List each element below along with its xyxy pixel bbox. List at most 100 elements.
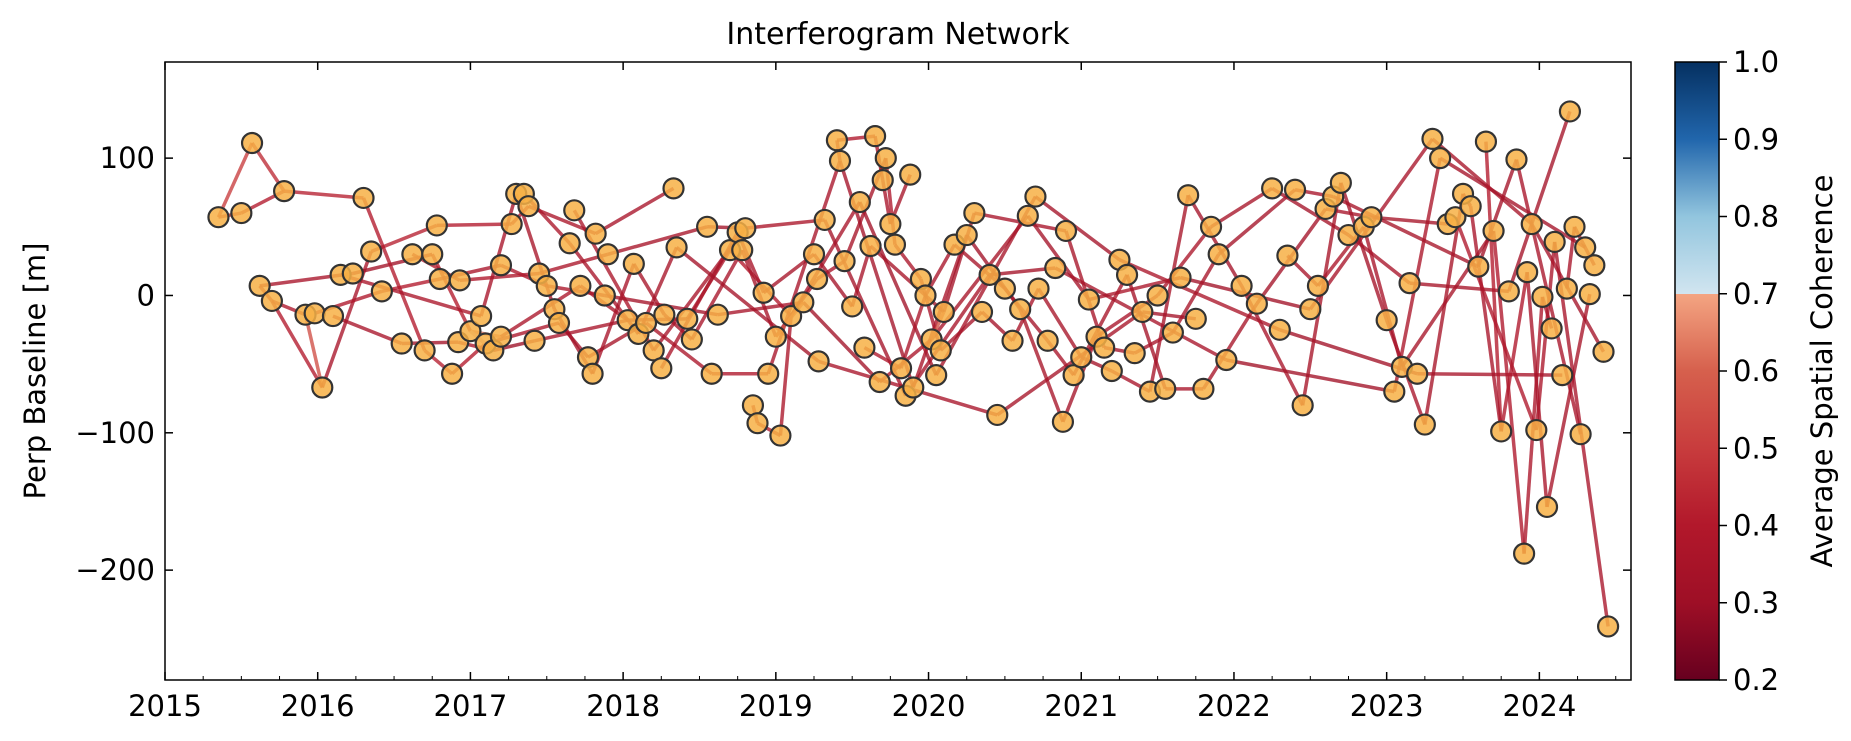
- acquisition-point: [1513, 542, 1536, 565]
- acquisition-point: [764, 325, 787, 348]
- colorbar-tick-label: 0.2: [1733, 663, 1779, 697]
- colorbar-tick-label: 1.0: [1733, 45, 1779, 79]
- interferogram-edge: [1018, 308, 1065, 423]
- interferogram-edge: [430, 253, 472, 332]
- acquisition-point: [757, 362, 780, 385]
- acquisition-point: [1583, 254, 1606, 277]
- acquisition-point: [584, 222, 607, 245]
- acquisition-point: [889, 357, 913, 380]
- acquisition-point: [321, 304, 345, 328]
- interferogram-edge: [690, 249, 744, 341]
- interferogram-edge: [1499, 271, 1529, 432]
- acquisition-point: [700, 362, 723, 385]
- acquisition-point: [970, 300, 994, 324]
- interferogram-edge: [1125, 274, 1167, 390]
- acquisition-point: [1413, 413, 1436, 436]
- interferogram-edge: [802, 301, 881, 384]
- acquisition-point: [1131, 300, 1154, 324]
- acquisition-point: [833, 250, 856, 273]
- acquisition-point: [914, 284, 937, 307]
- acquisition-point: [696, 215, 719, 238]
- acquisition-point: [780, 304, 803, 328]
- colorbar: [1674, 61, 1720, 681]
- acquisition-point: [260, 289, 283, 313]
- acquisition-point: [825, 129, 849, 152]
- interferogram-edge: [996, 310, 1144, 417]
- x-tick-label: 2020: [892, 689, 966, 723]
- y-tick-label: −100: [75, 416, 155, 450]
- interferogram-edge: [459, 271, 540, 283]
- acquisition-point: [459, 320, 482, 343]
- interferogram-edge: [283, 189, 364, 200]
- acquisition-point: [1016, 204, 1039, 227]
- x-tick-label: 2024: [1502, 689, 1576, 723]
- interferogram-edge: [1507, 110, 1572, 292]
- acquisition-point: [1497, 280, 1520, 303]
- acquisition-point: [662, 177, 685, 200]
- acquisition-point: [1520, 212, 1543, 236]
- acquisition-point: [440, 362, 464, 385]
- acquisition-point: [535, 274, 558, 297]
- acquisition-point: [523, 329, 546, 352]
- acquisition-point: [1100, 359, 1123, 383]
- acquisition-point: [874, 147, 897, 170]
- interferogram-edge: [1468, 205, 1503, 432]
- x-tick-label: 2015: [128, 689, 202, 723]
- acquisition-point: [902, 376, 925, 399]
- acquisition-point: [752, 281, 775, 304]
- acquisition-point: [929, 339, 952, 362]
- acquisition-point: [1192, 377, 1215, 400]
- interferogram-edge: [1453, 216, 1538, 431]
- acquisition-point: [769, 424, 792, 447]
- interferogram-edge: [1225, 358, 1395, 394]
- interferogram-edge: [1400, 229, 1496, 368]
- acquisition-point: [653, 303, 676, 326]
- acquisition-point: [341, 262, 364, 285]
- acquisition-point: [1044, 256, 1067, 280]
- acquisition-point: [1276, 244, 1299, 267]
- acquisition-point: [899, 163, 922, 186]
- acquisition-point: [1516, 261, 1539, 284]
- interferogram-edge: [1332, 195, 1480, 269]
- acquisition-point: [848, 190, 871, 214]
- acquisition-point: [581, 362, 604, 385]
- acquisition-point: [489, 325, 513, 348]
- acquisition-point: [1563, 215, 1586, 238]
- acquisition-point: [1555, 277, 1578, 300]
- interferogram-edge: [1545, 293, 1592, 508]
- x-axis: 2015 2016 2017 2018 2019 2020 2021 2022 2023 2024: [128, 62, 1617, 723]
- interferogram-edge: [340, 273, 482, 318]
- acquisition-point: [1592, 340, 1615, 363]
- interferogram-edge: [899, 294, 928, 369]
- interferogram-edge: [1118, 258, 1281, 332]
- acquisition-point: [428, 267, 451, 291]
- acquisition-point: [311, 376, 334, 399]
- acquisition-point: [978, 263, 1001, 286]
- interferogram-edge: [1210, 186, 1274, 229]
- acquisition-point: [1123, 342, 1146, 365]
- acquisition-point: [547, 311, 571, 335]
- acquisition-point: [1467, 255, 1490, 278]
- acquisition-point: [925, 364, 948, 387]
- interferogram-edge: [1217, 188, 1297, 256]
- colorbar-ticks: 0.2 0.3 0.4 0.5 0.6 0.7 0.8 0.9 1.0: [1719, 45, 1779, 697]
- interferogram-edge: [594, 186, 675, 236]
- interferogram-edge: [590, 263, 636, 375]
- acquisition-point: [569, 274, 592, 297]
- acquisition-point: [1177, 184, 1200, 207]
- acquisition-point: [963, 201, 986, 225]
- acquisition-point: [1474, 130, 1498, 153]
- acquisition-point: [841, 295, 864, 318]
- acquisition-point: [1578, 282, 1601, 306]
- acquisition-point: [207, 206, 230, 229]
- acquisition-point: [596, 243, 619, 266]
- colorbar-tick-label: 0.8: [1733, 200, 1779, 234]
- acquisition-point: [1421, 127, 1444, 151]
- acquisition-point: [1398, 272, 1421, 295]
- acquisition-point: [932, 300, 955, 324]
- acquisition-point: [1261, 177, 1284, 200]
- x-tick-label: 2023: [1350, 689, 1424, 723]
- acquisition-point: [593, 284, 616, 307]
- acquisition-point: [813, 208, 836, 232]
- interferogram-edge: [361, 197, 427, 352]
